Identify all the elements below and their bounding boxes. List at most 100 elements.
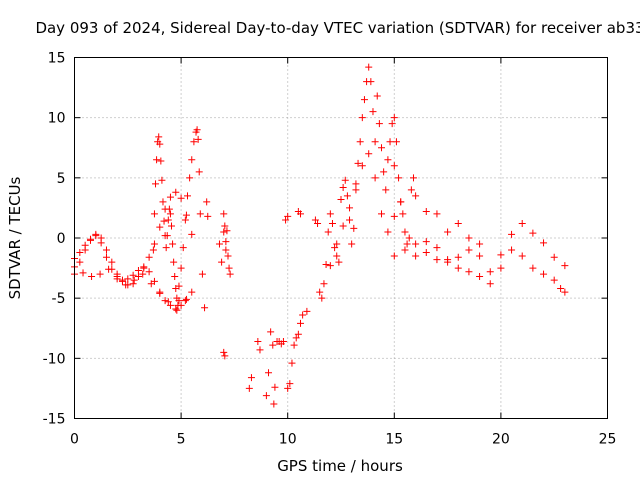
- data-point: [188, 288, 196, 296]
- data-point: [412, 240, 420, 248]
- data-point: [454, 220, 462, 228]
- data-point: [222, 238, 230, 246]
- data-point: [145, 253, 153, 261]
- data-point: [190, 138, 198, 146]
- series-trace-b: [71, 188, 196, 284]
- data-point: [284, 212, 292, 220]
- data-point: [386, 138, 394, 146]
- data-point: [454, 264, 462, 272]
- data-point: [86, 235, 94, 243]
- data-point: [508, 230, 516, 238]
- data-point: [352, 186, 360, 194]
- series-cluster-7h: [203, 198, 234, 360]
- data-point: [397, 198, 405, 206]
- data-point: [140, 263, 148, 271]
- data-point: [444, 228, 452, 236]
- x-axis-label: GPS time / hours: [277, 457, 403, 475]
- data-point: [105, 265, 113, 273]
- data-point: [288, 359, 296, 367]
- data-point: [76, 248, 84, 256]
- data-point: [113, 275, 121, 283]
- data-point: [284, 384, 292, 392]
- data-point: [218, 258, 226, 266]
- data-point: [181, 297, 189, 305]
- data-point: [156, 289, 164, 297]
- data-point: [81, 241, 89, 249]
- data-point: [173, 306, 181, 314]
- data-point: [108, 258, 116, 266]
- series-rise-11-14h: [282, 63, 398, 302]
- data-point: [422, 238, 430, 246]
- data-point: [145, 268, 153, 276]
- data-point: [220, 348, 228, 356]
- data-point: [222, 246, 230, 254]
- data-point: [550, 276, 558, 284]
- data-point: [346, 216, 354, 224]
- data-point: [384, 156, 392, 164]
- data-point: [186, 174, 194, 182]
- data-point: [299, 311, 307, 319]
- data-point: [373, 92, 381, 100]
- data-point: [181, 216, 189, 224]
- data-point: [118, 276, 126, 284]
- data-point: [292, 334, 300, 342]
- data-point: [193, 126, 201, 134]
- data-point: [174, 301, 182, 309]
- data-point: [247, 374, 255, 382]
- data-point: [401, 228, 409, 236]
- data-point: [88, 273, 96, 281]
- data-point: [165, 205, 173, 213]
- data-point: [476, 273, 484, 281]
- data-point: [343, 192, 351, 200]
- data-point: [401, 246, 409, 254]
- data-point: [168, 222, 176, 230]
- data-point: [282, 216, 290, 224]
- y-tick-label: 15: [48, 51, 66, 67]
- data-point: [163, 232, 171, 240]
- data-point: [328, 220, 336, 228]
- data-point: [318, 294, 326, 302]
- y-tick-label: -15: [43, 412, 66, 428]
- data-point: [188, 156, 196, 164]
- data-point: [486, 280, 494, 288]
- data-point: [311, 216, 319, 224]
- data-point: [405, 234, 413, 242]
- data-point: [102, 246, 110, 254]
- data-point: [296, 210, 304, 218]
- data-point: [358, 114, 366, 122]
- data-point: [150, 240, 158, 248]
- data-point: [267, 328, 275, 336]
- data-point: [279, 337, 287, 345]
- data-point: [171, 273, 179, 281]
- data-point: [204, 212, 212, 220]
- data-point: [157, 157, 165, 165]
- x-tick-label: 20: [492, 432, 510, 448]
- data-point: [139, 270, 147, 278]
- data-point: [352, 180, 360, 188]
- data-point: [130, 276, 138, 284]
- data-point: [194, 135, 202, 143]
- data-point: [225, 264, 233, 272]
- data-point: [388, 120, 396, 128]
- data-point: [76, 258, 84, 266]
- data-point: [371, 174, 379, 182]
- data-point: [159, 198, 167, 206]
- data-point: [348, 240, 356, 248]
- data-point: [380, 168, 388, 176]
- tick-layer: [74, 57, 608, 419]
- data-point: [290, 341, 298, 349]
- data-point: [390, 162, 398, 170]
- data-point: [177, 264, 185, 272]
- data-point: [196, 210, 204, 218]
- data-point: [341, 176, 349, 184]
- data-point: [96, 270, 104, 278]
- data-point: [134, 273, 142, 281]
- data-point: [331, 244, 339, 252]
- data-point: [454, 253, 462, 261]
- data-point: [369, 108, 377, 116]
- data-point: [262, 392, 270, 400]
- series-mid-11-15h: [326, 150, 405, 270]
- data-point: [201, 304, 209, 312]
- data-point: [188, 230, 196, 238]
